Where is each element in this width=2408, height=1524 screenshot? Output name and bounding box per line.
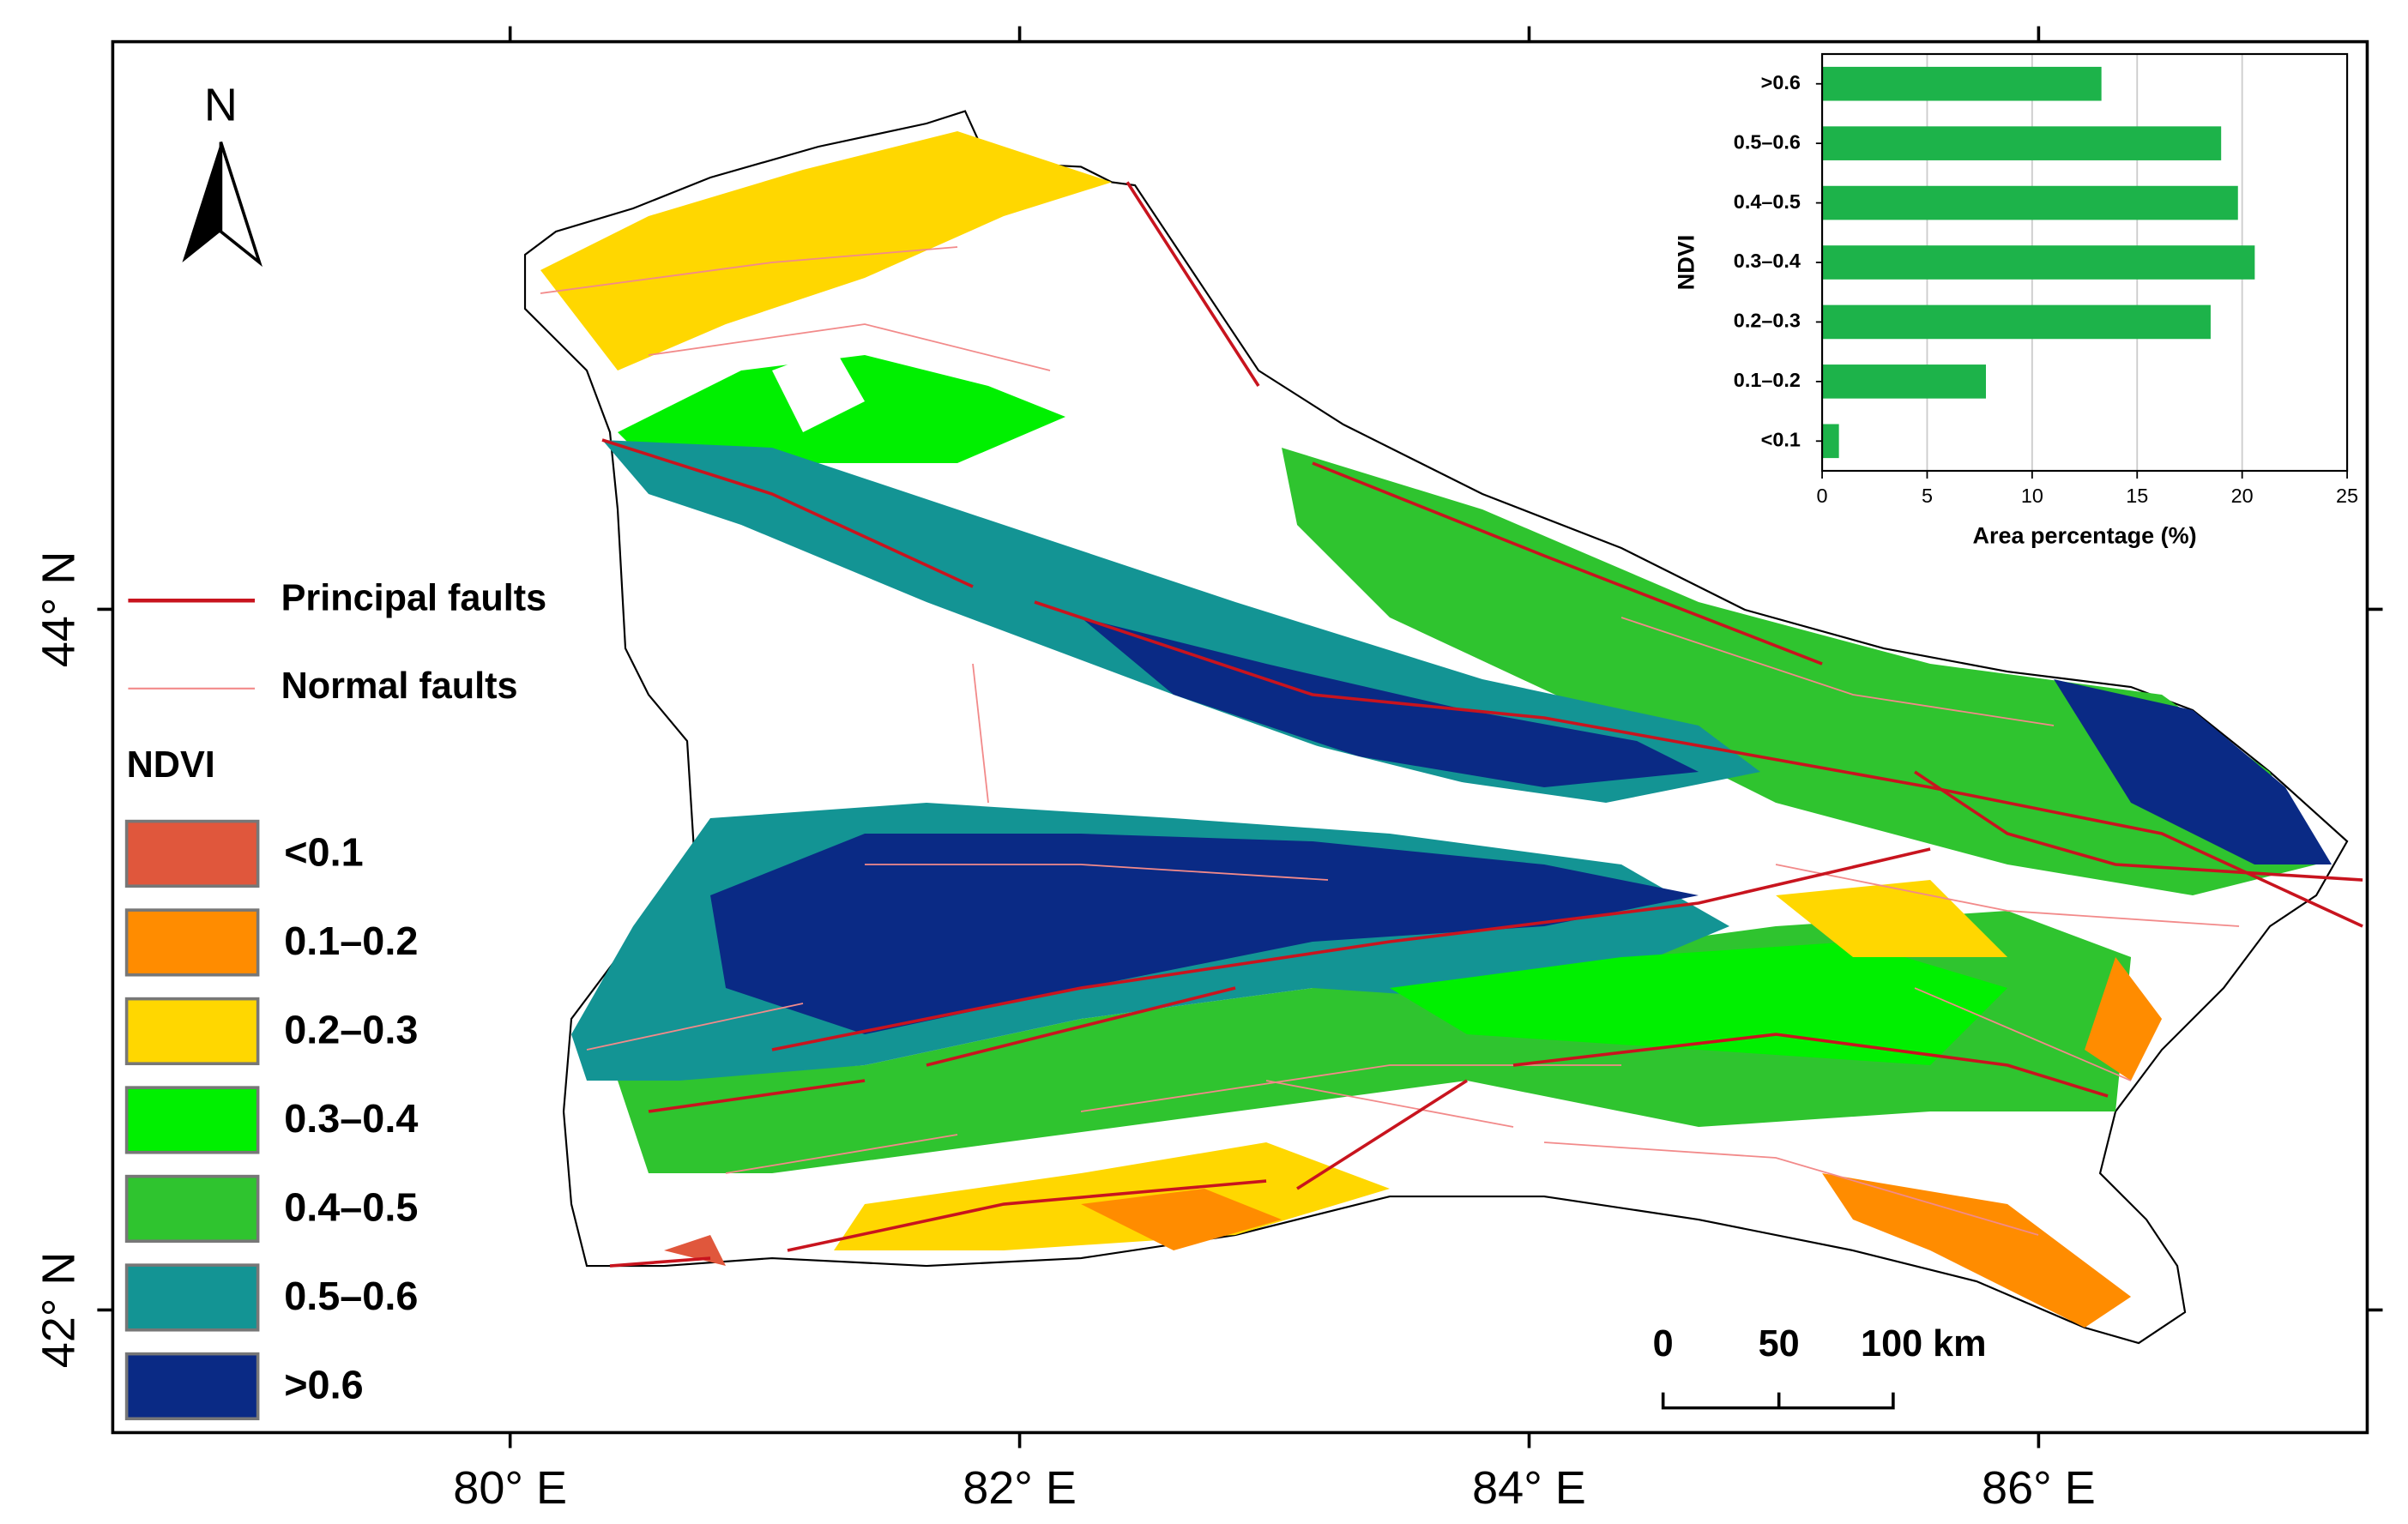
normal-fault: [540, 246, 958, 294]
legend-label: 0.1–0.2: [284, 919, 418, 963]
legend-label: 0.5–0.6: [284, 1274, 418, 1318]
bar: [1822, 126, 2222, 160]
principal-fault: [771, 847, 1931, 1051]
normal-fault: [1775, 864, 2240, 927]
x-tick-label: 0: [1817, 485, 1828, 507]
x-tick-label: 10: [2021, 485, 2043, 507]
normal-fault: [1080, 1064, 1622, 1112]
y-tick-label: 0.3–0.4: [1734, 250, 1801, 272]
ndvi-zone: [1282, 448, 2317, 896]
legend-label: 0.3–0.4: [284, 1096, 418, 1141]
principal-fault: [601, 438, 974, 588]
principal-fault: [1512, 1033, 2109, 1098]
normal-fault: [865, 864, 1329, 881]
normal-fault: [1620, 617, 2055, 726]
x-tick-label: 86° E: [1982, 1462, 2096, 1514]
bar: [1822, 185, 2238, 220]
legend-swatch: [124, 1086, 260, 1154]
principal-fault: [1126, 181, 1260, 387]
map-body: [523, 110, 2363, 1345]
x-tick-label: 80° E: [453, 1462, 567, 1514]
bar: [1822, 245, 2255, 280]
principal-fault: [1312, 461, 1823, 666]
x-axis-label: Area percentage (%): [1973, 523, 2197, 549]
ndvi-zone: [1822, 1173, 2132, 1328]
legend-swatch: [124, 1263, 260, 1332]
legend-swatch: [124, 1174, 260, 1244]
legend-title: NDVI: [127, 744, 215, 786]
normal-fault: [972, 663, 989, 804]
scale-label: 50: [1759, 1323, 1800, 1364]
y-tick-label: 0.5–0.6: [1734, 130, 1801, 153]
legend-swatch: [124, 908, 260, 977]
ndvi-zone: [710, 834, 1699, 1035]
y-tick-label: 0.4–0.5: [1734, 190, 1801, 213]
ndvi-zone: [2085, 957, 2163, 1081]
inset-chart: 0 5 10 15 20 25 >0.6 0.5–0.6 0.4–0.5 0.3–0.4 0.2–0…: [1674, 52, 2358, 549]
principal-fault: [1914, 770, 2363, 882]
y-tick-label: 0.2–0.3: [1734, 310, 1801, 332]
north-label: N: [204, 79, 238, 130]
x-tick-label: 84° E: [1472, 1462, 1586, 1514]
legend-label: Principal faults: [281, 578, 547, 619]
legend-label: Normal faults: [281, 666, 518, 707]
principal-fault: [609, 1256, 711, 1268]
scale-label: 0: [1653, 1323, 1674, 1364]
normal-fault: [1914, 987, 2132, 1081]
x-tick-label: 25: [2336, 485, 2358, 507]
principal-fault: [648, 1079, 866, 1113]
principal-fault: [926, 986, 1236, 1067]
inset-frame: [1820, 52, 2349, 473]
bar: [1822, 66, 2102, 101]
legend-swatch: [124, 997, 260, 1066]
legend-label: <0.1: [284, 830, 363, 875]
scale-label: 100 km: [1861, 1323, 1986, 1364]
north-arrow-right: [219, 142, 263, 268]
y-tick-label: 44° N: [33, 551, 84, 668]
legend-swatch: [124, 1352, 260, 1421]
legend-label: 0.2–0.3: [284, 1008, 418, 1052]
normal-fault: [1543, 1141, 2039, 1236]
x-tick-label: 82° E: [963, 1462, 1077, 1514]
bar: [1822, 364, 1987, 399]
normal-fault: [1265, 1080, 1514, 1128]
legend: Principal faults Normal faults NDVI <0.1 0.1…: [124, 578, 547, 1421]
legend-label: >0.6: [284, 1363, 363, 1407]
normal-fault: [648, 323, 1051, 371]
y-axis-label: NDVI: [1674, 235, 1699, 291]
principal-fault: [787, 1179, 1267, 1252]
legend-swatch: [124, 819, 260, 888]
x-tick-label: 15: [2126, 485, 2148, 507]
ndvi-zone: [2054, 679, 2333, 865]
y-tick-label: 0.1–0.2: [1734, 369, 1801, 391]
bar: [1822, 424, 1839, 459]
bar: [1822, 304, 2211, 340]
principal-fault: [1034, 600, 2363, 928]
bare-zone: [772, 347, 866, 433]
ndvi-zone: [1081, 1189, 1282, 1251]
principal-fault: [1296, 1079, 1469, 1190]
x-tick-label: 5: [1922, 485, 1933, 507]
y-tick-label: >0.6: [1761, 71, 1801, 93]
ndvi-zone: [1390, 942, 2008, 1066]
y-tick-label: 42° N: [33, 1252, 84, 1369]
normal-fault: [586, 1003, 804, 1051]
bare-zone: [988, 679, 1576, 850]
normal-fault: [725, 1134, 958, 1174]
ndvi-zone: [540, 131, 1113, 371]
legend-label: 0.4–0.5: [284, 1185, 418, 1230]
x-tick-label: 20: [2231, 485, 2254, 507]
scale-bar: [1661, 1392, 1895, 1410]
y-tick-label: <0.1: [1761, 428, 1801, 450]
